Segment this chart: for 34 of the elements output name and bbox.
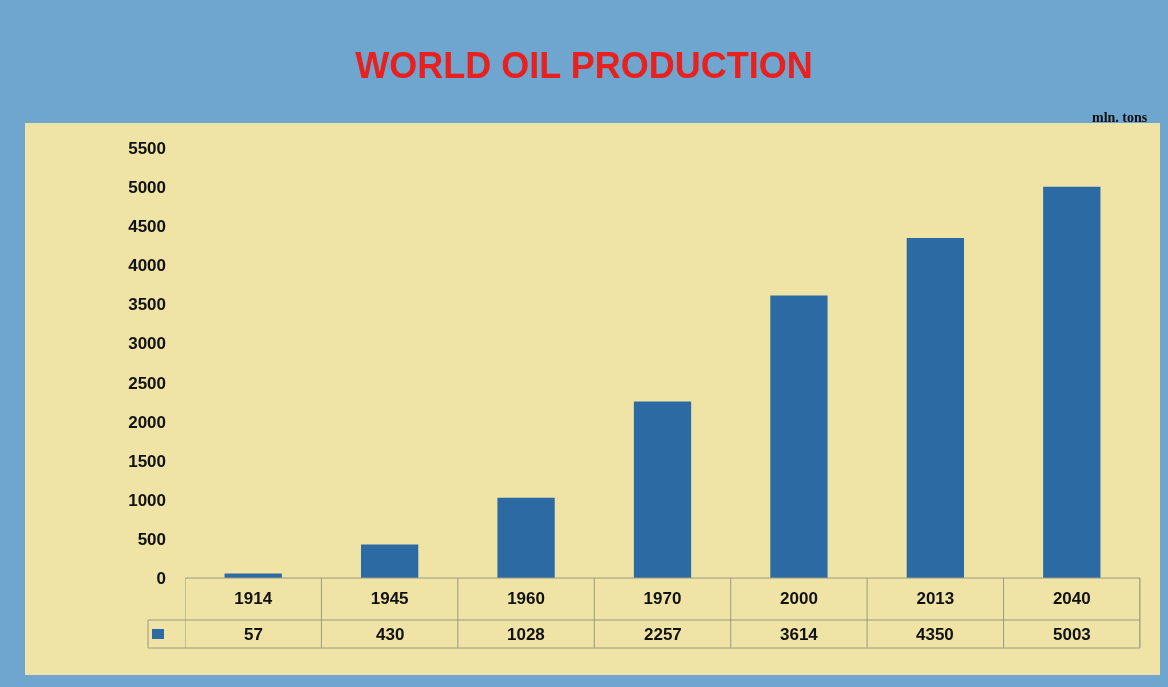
y-tick-label: 5500: [128, 138, 166, 158]
y-tick-label: 2500: [128, 373, 166, 393]
bar: [770, 295, 828, 578]
data-label: 2257: [644, 625, 682, 644]
y-tick-label: 2000: [128, 412, 166, 432]
y-tick-label: 3000: [128, 334, 166, 354]
data-label: 57: [244, 625, 263, 644]
x-tick-label: 1945: [370, 589, 409, 608]
y-tick-label: 500: [137, 529, 166, 549]
data-label: 5003: [1053, 625, 1091, 644]
bar: [906, 237, 965, 578]
data-label: 1028: [507, 625, 545, 644]
data-label: 430: [376, 625, 405, 644]
x-tick-label: 1914: [234, 589, 273, 608]
chart-title: WORLD OIL PRODUCTION: [355, 44, 813, 86]
y-tick-label: 4000: [128, 256, 166, 276]
bar: [360, 544, 419, 578]
bar: [1043, 186, 1101, 578]
x-tick-label: 2040: [1052, 589, 1091, 608]
y-tick-label: 1000: [128, 490, 166, 510]
y-tick-label: 1500: [128, 451, 166, 471]
data-label: 4350: [916, 625, 954, 644]
x-tick-label: 1970: [643, 589, 682, 608]
y-tick-label: 3500: [128, 295, 166, 315]
data-label: 3614: [780, 625, 819, 644]
y-axis-title: mln. tons: [1092, 110, 1148, 125]
y-tick-label: 0: [156, 568, 166, 588]
y-tick-label: 5000: [128, 178, 166, 198]
bar: [633, 401, 692, 578]
x-tick-label: 2013: [916, 589, 955, 608]
x-tick-label: 1960: [507, 589, 545, 608]
bar: [497, 497, 555, 578]
y-tick-label: 4500: [128, 217, 166, 237]
x-tick-label: 2000: [780, 589, 818, 608]
